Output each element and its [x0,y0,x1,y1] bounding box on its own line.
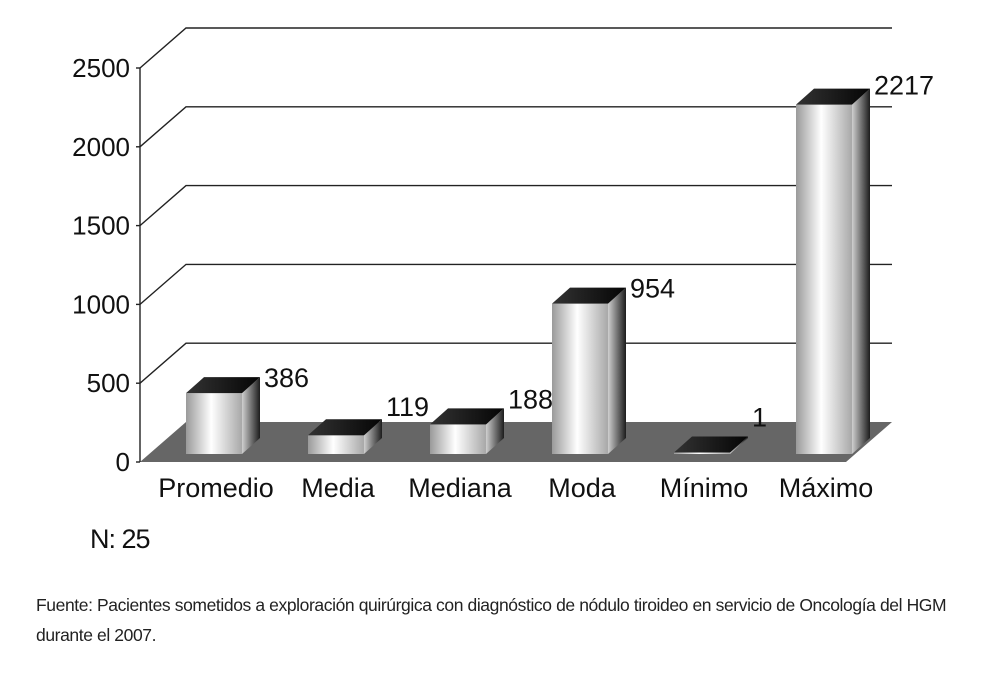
data-label: 1 [752,403,767,433]
bar-top [186,377,260,394]
y-tick-label: 1000 [72,289,130,319]
x-tick-label: Moda [548,473,617,503]
bar-front [674,452,730,454]
y-tick-label: 0 [116,447,130,477]
source-caption: Fuente: Pacientes sometidos a exploració… [36,595,947,645]
data-label: 188 [508,384,553,414]
x-tick-label: Promedio [158,473,274,503]
bar-side [608,287,626,454]
gridline [139,106,892,148]
bar [796,88,870,454]
data-label: 119 [386,392,429,422]
data-labels: 386 119 188 954 1 2217 [264,71,934,433]
bar [674,436,748,454]
bars [186,88,870,454]
bar-top [674,436,748,453]
x-axis-tick-labels: Promedio Media Mediana Moda Mínimo Máximo [158,473,873,503]
bar [430,408,504,454]
y-tick-label: 1500 [72,211,130,241]
bar-side [364,419,382,454]
bar [308,419,382,454]
bar-side [852,88,870,454]
bar-front [308,435,364,454]
gridline [139,27,892,69]
data-label: 954 [630,274,675,304]
y-tick-label: 2500 [72,53,130,83]
bar-side [486,408,504,454]
y-axis: 0 500 1000 1500 2000 2500 [72,53,141,477]
data-label: 386 [264,363,309,393]
bar [552,287,626,454]
x-tick-label: Mediana [408,473,513,503]
bar-top [308,419,382,436]
x-tick-label: Máximo [779,473,874,503]
bar-front [186,393,242,454]
bar-front [430,424,486,454]
bar-top [552,287,626,304]
bar-front [552,303,608,454]
y-tick-label: 2000 [72,132,130,162]
bar-side [242,377,260,454]
bar-chart: 0 500 1000 1500 2000 2500 386 119 188 954 1 2217 P… [72,27,934,503]
gridline [139,263,892,305]
sample-size-note: N: 25 [90,524,151,554]
bar [186,377,260,454]
x-tick-label: Mínimo [660,473,749,503]
bar-side [730,436,748,454]
gridline [139,184,892,227]
x-tick-label: Media [301,473,376,503]
bar-top [796,88,870,105]
data-label: 2217 [874,71,934,101]
y-tick-label: 500 [87,368,130,398]
gridline [139,342,892,384]
bar-front [796,104,852,454]
gridlines [139,27,892,384]
bar-top [430,408,504,425]
